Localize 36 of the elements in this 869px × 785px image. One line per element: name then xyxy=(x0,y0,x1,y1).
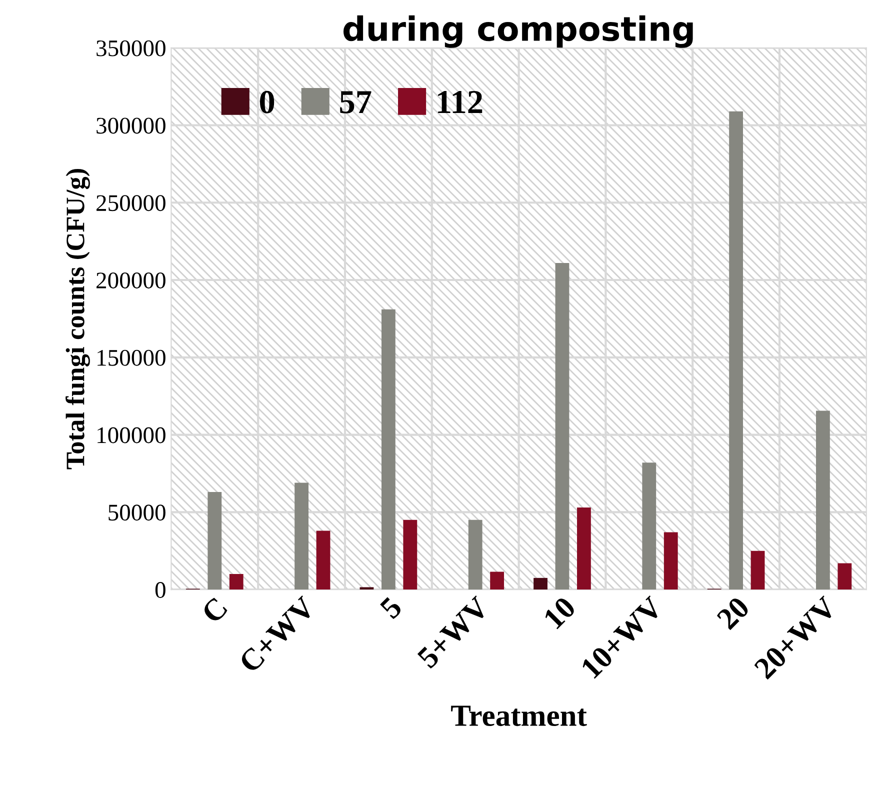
x-tick-label: C xyxy=(200,596,228,624)
bar xyxy=(534,578,548,590)
bar xyxy=(229,574,244,590)
bar xyxy=(208,492,222,590)
bar xyxy=(729,111,743,590)
y-tick-label: 250000 xyxy=(96,195,166,212)
bar xyxy=(403,520,418,590)
y-tick-label: 300000 xyxy=(96,118,166,134)
legend-label: 57 xyxy=(340,91,372,114)
bar xyxy=(838,563,852,590)
bar xyxy=(555,262,570,590)
legend-label: 0 xyxy=(260,90,274,114)
bar xyxy=(316,530,330,590)
y-tick-label: 0 xyxy=(155,582,166,598)
x-tick-label: 5 xyxy=(379,596,403,620)
bar xyxy=(816,410,830,590)
bar xyxy=(577,508,591,590)
y-tick-label: 100000 xyxy=(98,427,166,444)
bar xyxy=(294,482,308,590)
y-axis-title: Total fungi counts (CFU/g) xyxy=(66,168,90,470)
chart-title: during composting xyxy=(344,15,693,48)
bar xyxy=(468,520,482,590)
y-tick-label: 200000 xyxy=(96,272,166,288)
bar xyxy=(750,550,765,590)
bar xyxy=(642,462,656,590)
bar xyxy=(360,587,374,590)
y-tick-label: 150000 xyxy=(98,350,166,366)
x-axis-title: Treatment xyxy=(451,706,587,726)
legend-label: 112 xyxy=(438,90,482,114)
y-tick-label: 50000 xyxy=(108,504,166,521)
bar xyxy=(490,572,504,590)
bar xyxy=(381,309,396,590)
x-tick-label: 10 xyxy=(542,596,577,630)
x-tick-label: 20 xyxy=(716,596,750,630)
y-tick-label: 350000 xyxy=(96,40,166,56)
bar xyxy=(664,532,678,590)
